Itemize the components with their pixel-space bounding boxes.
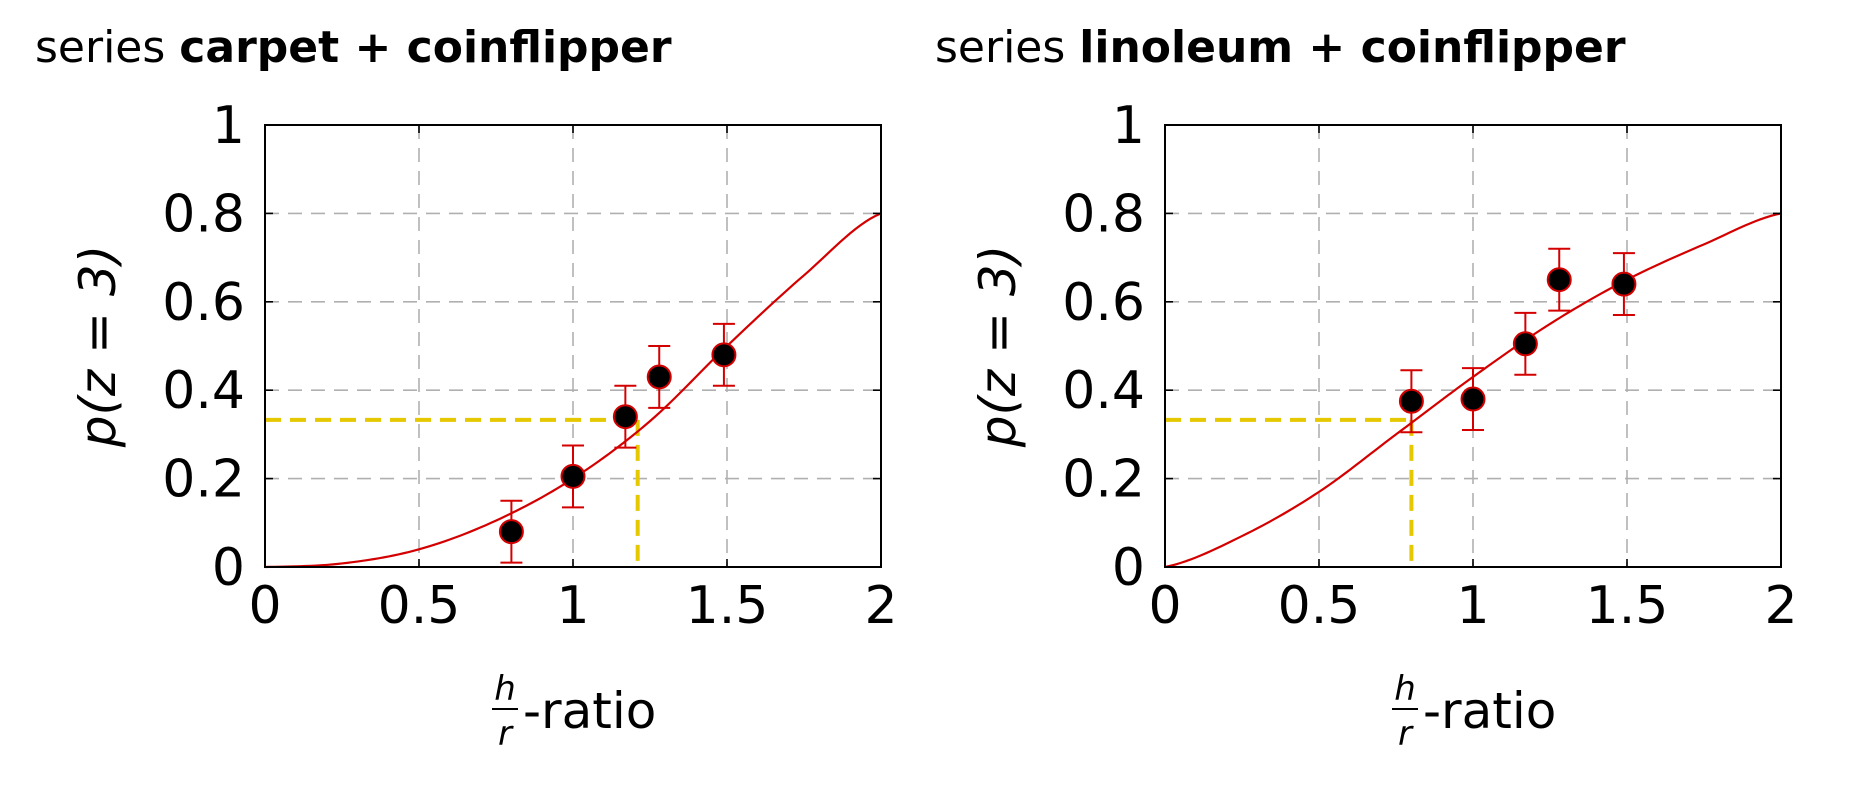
x-tick-label: 0 bbox=[1148, 576, 1181, 636]
data-point bbox=[1460, 386, 1486, 412]
x-axis-label-suffix: -ratio bbox=[523, 682, 656, 740]
data-point bbox=[711, 342, 737, 368]
x-axis-label-numerator: h bbox=[494, 669, 516, 709]
y-tick-label: 0 bbox=[1112, 538, 1145, 598]
y-axis-label: p(z = 3) bbox=[969, 245, 1027, 449]
chart-title-series: carpet + coinflipper bbox=[179, 22, 672, 73]
x-tick-label: 0 bbox=[248, 576, 281, 636]
y-tick-label: 0 bbox=[212, 538, 245, 598]
x-tick-label: 0.5 bbox=[1278, 576, 1361, 636]
y-axis-label: p(z = 3) bbox=[69, 245, 127, 449]
data-point bbox=[1512, 331, 1538, 357]
y-tick-label: 0.8 bbox=[1062, 184, 1145, 244]
y-tick-label: 0.6 bbox=[1062, 273, 1145, 333]
y-tick-label: 0.4 bbox=[162, 361, 245, 421]
data-point bbox=[1611, 271, 1637, 297]
x-axis-label-denominator: r bbox=[1398, 714, 1414, 754]
y-tick-label: 1 bbox=[1112, 96, 1145, 156]
y-tick-label: 0.2 bbox=[1062, 450, 1145, 510]
y-tick-label: 0.4 bbox=[1062, 361, 1145, 421]
data-point bbox=[560, 463, 586, 489]
y-tick-label: 0.2 bbox=[162, 450, 245, 510]
data-point bbox=[612, 404, 638, 430]
y-tick-label: 0.8 bbox=[162, 184, 245, 244]
chart-panel-2: series linoleum + coinflipper 0 0.5 1 1.5 2 0 0… bbox=[935, 22, 1798, 754]
x-axis-label: hr -ratio bbox=[1392, 669, 1556, 754]
chart-title: series linoleum + coinflipper bbox=[935, 22, 1626, 73]
x-tick-label: 1.5 bbox=[1586, 576, 1669, 636]
chart-title-prefix: series bbox=[35, 22, 179, 73]
x-tick-label: 1 bbox=[556, 576, 589, 636]
x-axis-label-suffix: -ratio bbox=[1423, 682, 1556, 740]
data-point bbox=[498, 519, 524, 545]
data-point bbox=[1546, 267, 1572, 293]
y-tick-label: 1 bbox=[212, 96, 245, 156]
x-axis-label-denominator: r bbox=[498, 714, 514, 754]
x-tick-label: 1.5 bbox=[686, 576, 769, 636]
x-tick-label: 1 bbox=[1456, 576, 1489, 636]
data-point bbox=[646, 364, 672, 390]
x-axis-label-numerator: h bbox=[1394, 669, 1416, 709]
x-tick-label: 0.5 bbox=[378, 576, 461, 636]
y-tick-label: 0.6 bbox=[162, 273, 245, 333]
chart-title-series: linoleum + coinflipper bbox=[1079, 22, 1626, 73]
chart-title: series carpet + coinflipper bbox=[35, 22, 672, 73]
x-axis-label: hr -ratio bbox=[492, 669, 656, 754]
data-point bbox=[1398, 388, 1424, 414]
x-tick-label: 2 bbox=[1764, 576, 1797, 636]
chart-panel-1: series carpet + coinflipper 0 0.5 1 1.5 2 0 0.2… bbox=[35, 22, 898, 754]
x-tick-label: 2 bbox=[864, 576, 897, 636]
chart-title-prefix: series bbox=[935, 22, 1079, 73]
